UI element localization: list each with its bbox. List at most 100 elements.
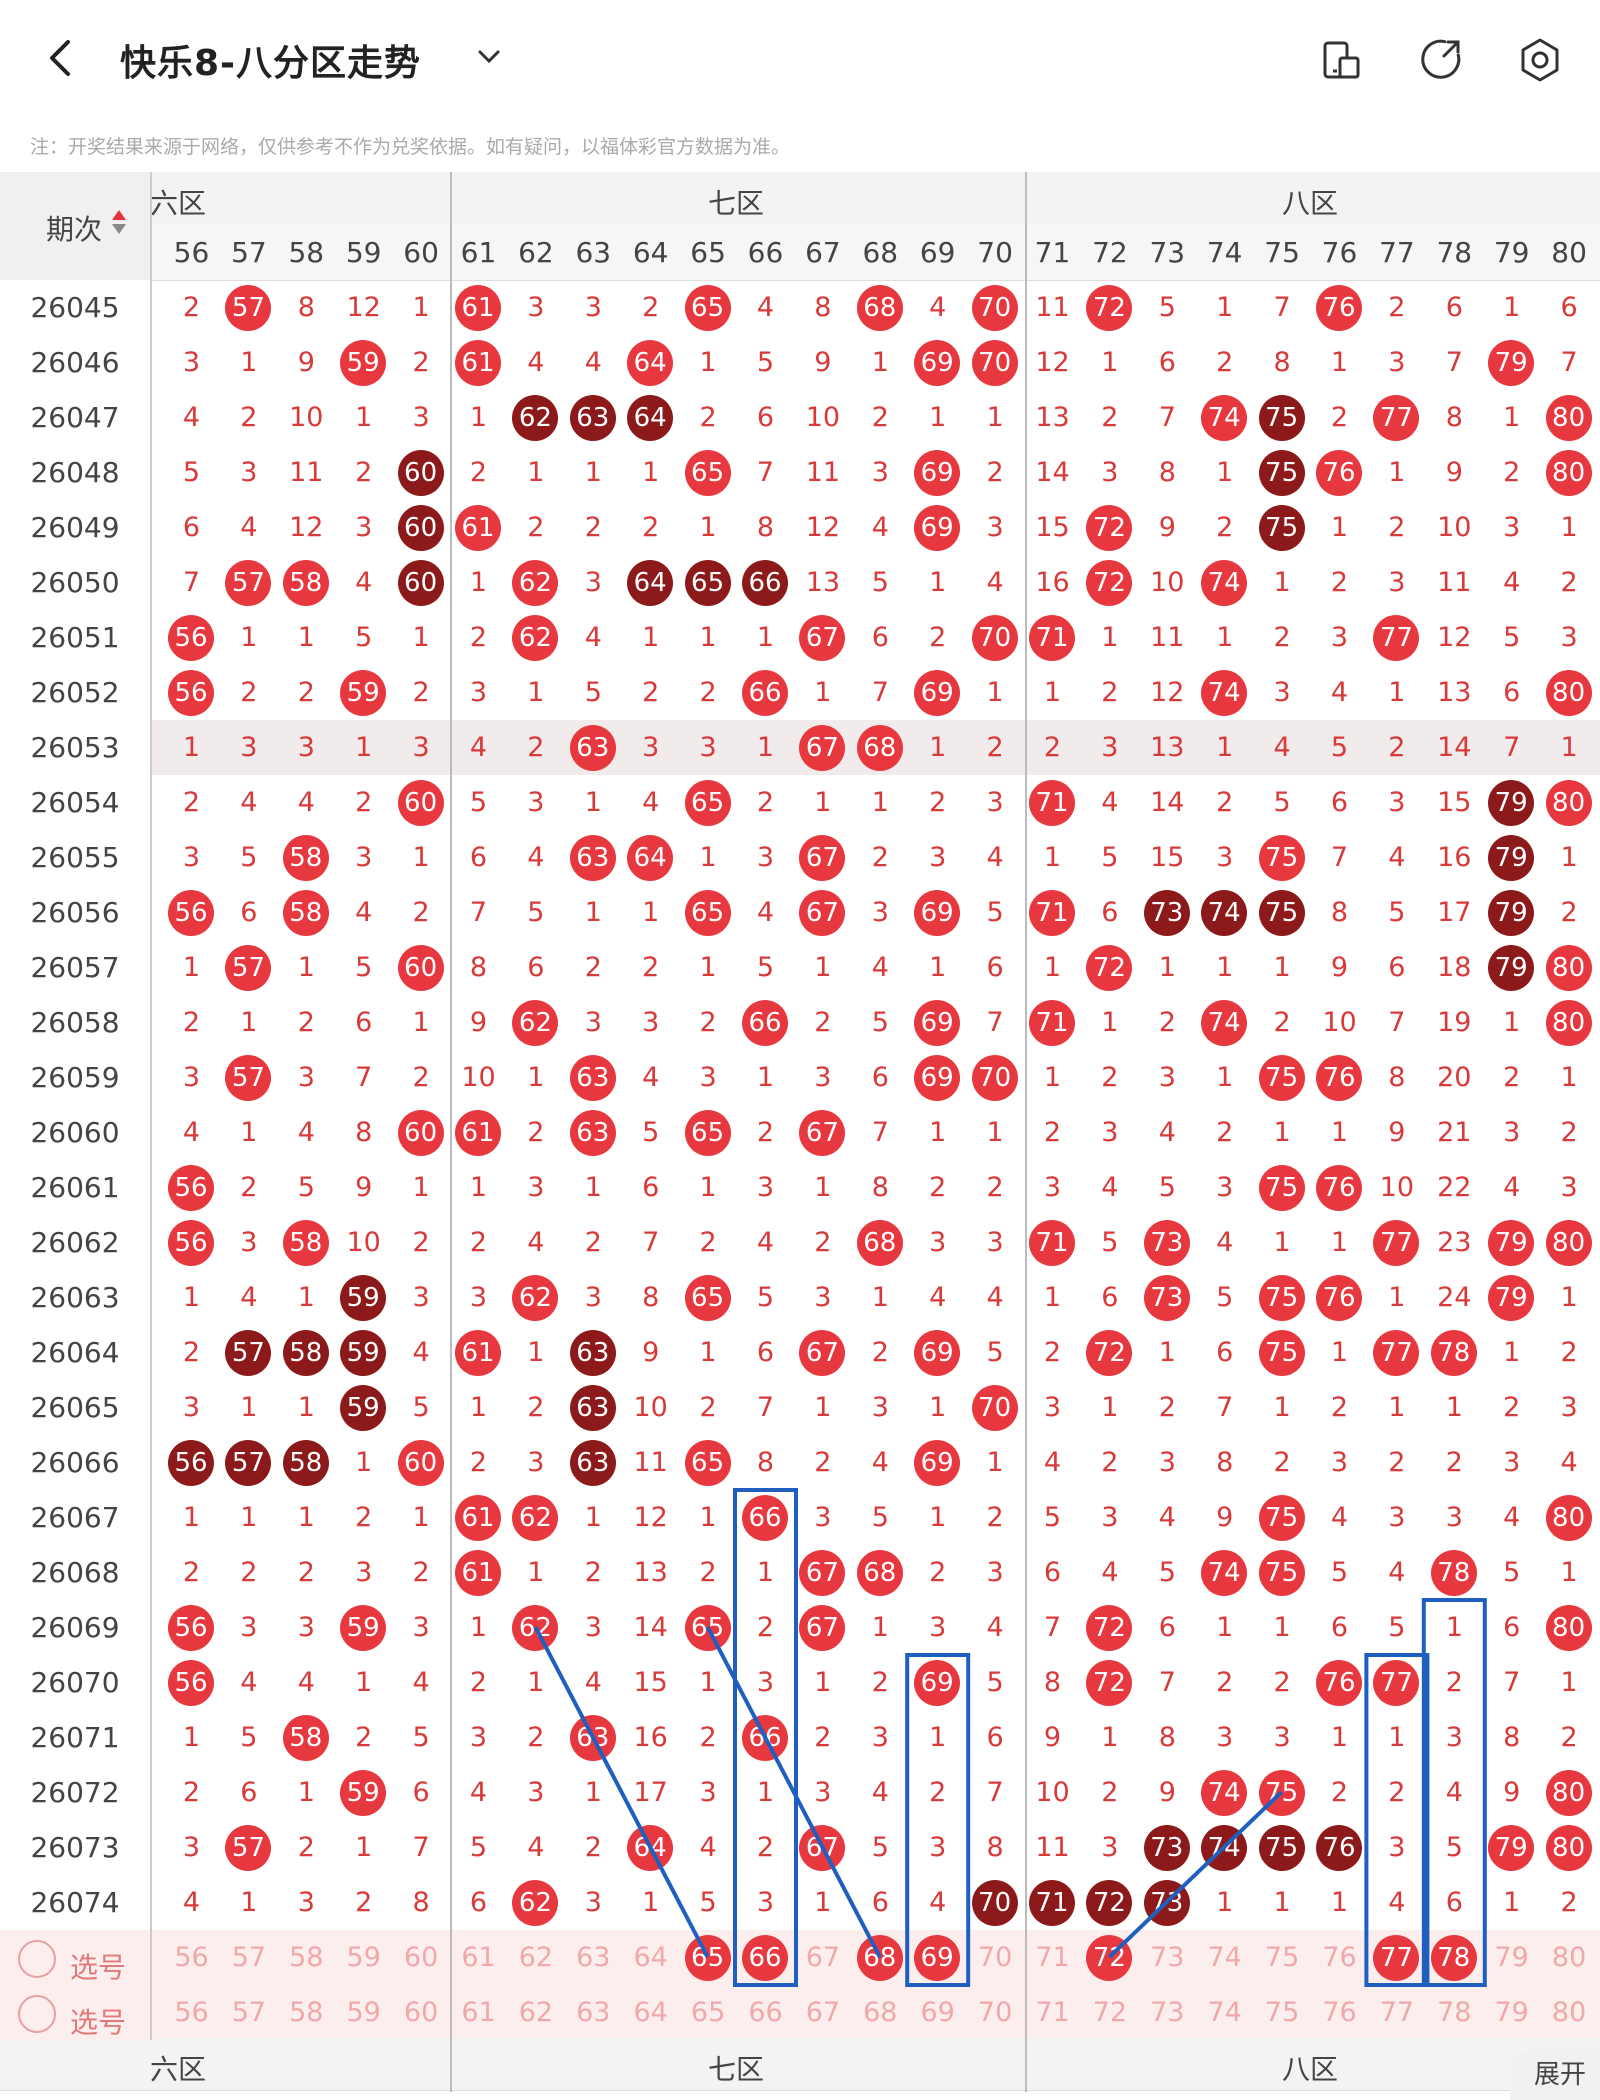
selected-number[interactable]: 66 xyxy=(737,1930,794,1985)
miss-count-cell: 16 xyxy=(1437,842,1472,873)
miss-count-cell: 3 xyxy=(1101,1832,1119,1863)
selectable-number[interactable]: 73 xyxy=(1150,1997,1185,2028)
expand-button[interactable]: 展开 xyxy=(1510,2050,1600,2100)
miss-count-cell: 1 xyxy=(240,622,258,653)
selectable-number[interactable]: 71 xyxy=(1035,1997,1070,2028)
selectable-number[interactable]: 79 xyxy=(1494,1997,1529,2028)
selected-number-ball[interactable]: 77 xyxy=(1373,1935,1420,1981)
selectable-number[interactable]: 77 xyxy=(1379,1997,1415,2028)
selectable-number[interactable]: 70 xyxy=(977,1997,1013,2028)
selectable-number[interactable]: 61 xyxy=(461,1942,496,1973)
selectable-number[interactable]: 70 xyxy=(977,1942,1013,1973)
drawn-number-ball: 65 xyxy=(684,780,731,826)
miss-count-cell: 2 xyxy=(1273,1447,1291,1478)
selectable-number[interactable]: 64 xyxy=(633,1997,668,2028)
hit-cell: 73 xyxy=(1139,1215,1196,1270)
selectable-number[interactable]: 68 xyxy=(863,1997,898,2028)
selectable-number[interactable]: 58 xyxy=(289,1997,324,2028)
miss-count-cell: 4 xyxy=(929,1282,947,1313)
miss-count-cell: 1 xyxy=(297,1502,315,1533)
selectable-number[interactable]: 75 xyxy=(1264,1997,1300,2028)
selected-number[interactable]: 68 xyxy=(852,1930,909,1985)
selectable-number[interactable]: 59 xyxy=(346,1942,381,1973)
selectable-number[interactable]: 60 xyxy=(403,1997,439,2028)
selectable-number[interactable]: 80 xyxy=(1551,1997,1587,2028)
selectable-number[interactable]: 58 xyxy=(289,1942,324,1973)
selected-number[interactable]: 77 xyxy=(1368,1930,1425,1985)
selectable-number[interactable]: 72 xyxy=(1092,1997,1128,2028)
selectable-number[interactable]: 78 xyxy=(1437,1997,1472,2028)
miss-count-cell: 7 xyxy=(469,897,488,928)
selected-number-ball[interactable]: 65 xyxy=(684,1935,731,1981)
period-header[interactable]: 期次 xyxy=(0,172,152,280)
selectable-number[interactable]: 61 xyxy=(461,1997,496,2028)
miss-count-cell: 3 xyxy=(929,1832,947,1863)
selected-number-ball[interactable]: 69 xyxy=(914,1935,961,1981)
selected-number[interactable]: 78 xyxy=(1426,1930,1483,1985)
selectable-number[interactable]: 75 xyxy=(1264,1942,1300,1973)
hit-cell: 76 xyxy=(1311,1270,1368,1325)
selectable-number[interactable]: 74 xyxy=(1207,1997,1242,2028)
hit-cell: 79 xyxy=(1483,335,1540,390)
table-row: 26064 2 57 58 59 4 61 1 63 9 1 6 67 2 69 5 2 72 1 6 75 1 77 78 1… xyxy=(0,1325,1600,1380)
miss-count-cell: 2 xyxy=(699,1392,717,1423)
selectable-number[interactable]: 69 xyxy=(920,1997,955,2028)
radio-icon[interactable] xyxy=(18,1995,56,2033)
miss-count-cell: 2 xyxy=(1273,1667,1291,1698)
selected-number-ball[interactable]: 78 xyxy=(1430,1935,1477,1981)
selected-number[interactable]: 69 xyxy=(909,1930,966,1985)
select-row[interactable]: 选号 56 57 58 59 60 61 62 63 64 65 66 67 68 69 70 71 72 73 74… xyxy=(0,1985,1600,2040)
selectable-number[interactable]: 67 xyxy=(805,1997,841,2028)
selectable-number[interactable]: 62 xyxy=(518,1997,554,2028)
selectable-number[interactable]: 76 xyxy=(1322,1942,1357,1973)
selectable-number[interactable]: 66 xyxy=(748,1997,783,2028)
selectable-number[interactable]: 79 xyxy=(1494,1942,1529,1973)
selectable-number[interactable]: 60 xyxy=(403,1942,439,1973)
drawn-number-ball: 69 xyxy=(914,340,961,386)
selectable-number[interactable]: 64 xyxy=(633,1942,668,1973)
selected-number[interactable]: 65 xyxy=(680,1930,737,1985)
selected-number-ball[interactable]: 72 xyxy=(1086,1935,1133,1981)
selectable-number[interactable]: 56 xyxy=(174,1997,209,2028)
radio-icon[interactable] xyxy=(18,1940,56,1978)
drawn-number-ball: 69 xyxy=(914,1440,961,1486)
selectable-number[interactable]: 63 xyxy=(576,1997,611,2028)
column-header-56: 56 xyxy=(173,236,210,269)
selected-number-ball[interactable]: 68 xyxy=(856,1935,903,1981)
selectable-number[interactable]: 74 xyxy=(1207,1942,1242,1973)
select-row-head[interactable]: 选号 xyxy=(0,1930,152,1985)
selectable-number[interactable]: 80 xyxy=(1551,1942,1587,1973)
selectable-number[interactable]: 63 xyxy=(576,1942,611,1973)
miss-count-cell: 4 xyxy=(1388,1887,1406,1918)
selectable-number[interactable]: 56 xyxy=(174,1942,209,1973)
selectable-number[interactable]: 73 xyxy=(1150,1942,1185,1973)
miss-count-cell: 2 xyxy=(1445,1667,1463,1698)
share-icon[interactable] xyxy=(1416,36,1464,84)
selectable-number[interactable]: 62 xyxy=(518,1942,554,1973)
miss-count-cell: 4 xyxy=(240,1667,258,1698)
trend-table[interactable]: 六区 七区 八区 56 57 58 59 60 61 62 63 64 65 66 67 68 69 70 7… xyxy=(0,172,1600,2092)
drawn-number-ball: 68 xyxy=(856,725,903,771)
device-switch-icon[interactable] xyxy=(1318,36,1366,84)
hit-cell: 67 xyxy=(794,1105,851,1160)
miss-count-cell: 2 xyxy=(1043,1337,1062,1368)
chevron-down-icon[interactable] xyxy=(476,46,502,68)
selectable-number[interactable]: 59 xyxy=(346,1997,381,2028)
selectable-number[interactable]: 76 xyxy=(1322,1997,1357,2028)
miss-count-cell: 2 xyxy=(871,1337,889,1368)
column-header-57: 57 xyxy=(231,236,267,269)
select-row[interactable]: 选号 56 57 58 59 60 61 62 63 64 65 66 67 68 69 70 71 72 73 74… xyxy=(0,1930,1600,1985)
selectable-number[interactable]: 71 xyxy=(1035,1942,1070,1973)
selectable-number[interactable]: 65 xyxy=(690,1997,726,2028)
selectable-number[interactable]: 67 xyxy=(805,1942,841,1973)
select-row-head[interactable]: 选号 xyxy=(0,1985,152,2040)
drawn-number-ball: 63 xyxy=(569,1440,616,1486)
selectable-number[interactable]: 57 xyxy=(231,1997,267,2028)
period-cell: 26063 xyxy=(0,1270,152,1325)
back-icon[interactable] xyxy=(40,36,84,80)
settings-icon[interactable] xyxy=(1516,36,1564,84)
selected-number[interactable]: 72 xyxy=(1081,1930,1138,1985)
selected-number-ball[interactable]: 66 xyxy=(742,1935,788,1981)
period-cell: 26045 xyxy=(0,280,152,335)
selectable-number[interactable]: 57 xyxy=(231,1942,267,1973)
